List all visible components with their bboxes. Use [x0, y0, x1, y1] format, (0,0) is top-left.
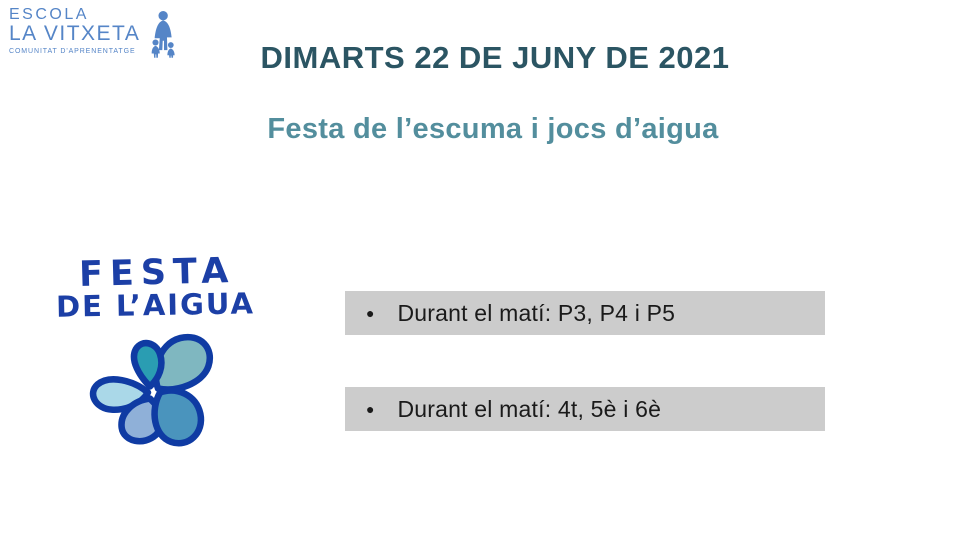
bullet-marker: ● — [366, 401, 375, 417]
school-logo: ESCOLA LA VITXETA COMUNITAT D'APRENENTAT… — [9, 7, 181, 60]
school-tagline: COMUNITAT D'APRENENTATGE — [9, 48, 136, 56]
festa-logo-line2: DE L’AIGUA — [55, 286, 256, 324]
bullet-marker: ● — [366, 305, 375, 321]
school-name-line1: ESCOLA — [9, 6, 89, 23]
family-silhouette-icon — [152, 11, 175, 58]
bullet-bar-morning-p3-p4-p5: ● Durant el matí: P3, P4 i P5 — [345, 291, 825, 335]
bullet-text: Durant el matí: 4t, 5è i 6è — [397, 395, 662, 422]
bullet-bar-morning-4t-5e-6e: ● Durant el matí: 4t, 5è i 6è — [345, 387, 825, 431]
festa-aigua-logo: FESTA DE L’AIGUA — [55, 251, 295, 458]
water-splash-icon — [89, 333, 214, 447]
slide-subtitle: Festa de l’escuma i jocs d’aigua — [267, 113, 719, 145]
school-logo-text: ESCOLA LA VITXETA COMUNITAT D'APRENENTAT… — [9, 6, 141, 56]
bullet-text: Durant el matí: P3, P4 i P5 — [397, 299, 676, 326]
slide-title: DIMARTS 22 DE JUNY DE 2021 — [260, 40, 730, 75]
school-name-line2: LA VITXETA — [9, 22, 141, 45]
